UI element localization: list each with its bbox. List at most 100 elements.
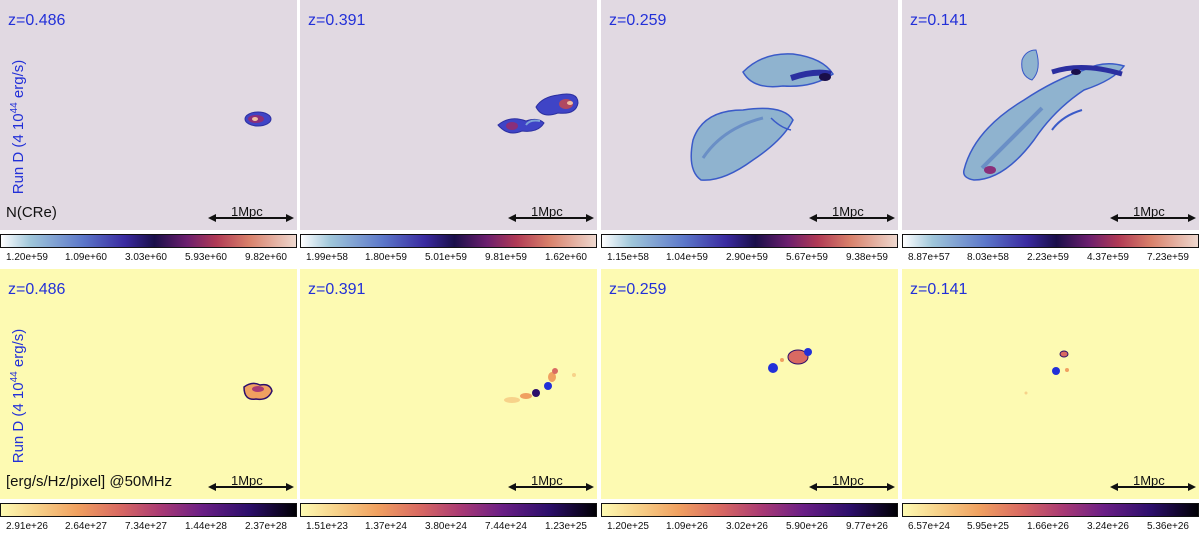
- colorbar-tick: 2.37e+28: [245, 521, 287, 532]
- colorbar-ticks: 6.57e+24 5.95e+25 1.66e+26 3.24e+26 5.36…: [902, 521, 1199, 535]
- colorbar-tick: 1.20e+59: [6, 252, 48, 263]
- cre-panel-3: z=0.259 1Mpc: [601, 0, 898, 230]
- run-label: Run D (4 1044 erg/s): [9, 328, 27, 464]
- colorbar-tick: 1.04e+59: [666, 252, 708, 263]
- colorbar-tick: 1.44e+28: [185, 521, 227, 532]
- quantity-label: N(CRe): [6, 204, 57, 221]
- colorbar-tick: 8.03e+58: [967, 252, 1009, 263]
- colorbar-tick: 1.37e+24: [365, 521, 407, 532]
- colorbar-tick: 5.90e+26: [786, 521, 828, 532]
- redshift-label: z=0.486: [8, 12, 66, 29]
- colorbar-tick: 3.03e+60: [125, 252, 167, 263]
- redshift-label: z=0.486: [8, 281, 66, 298]
- redshift-label: z=0.141: [910, 12, 968, 29]
- colorbar-tick: 3.24e+26: [1087, 521, 1129, 532]
- cre-map-4: [962, 49, 1126, 181]
- radio-panel-4: z=0.141 1Mpc: [902, 269, 1199, 499]
- colorbar-tick: 9.77e+26: [846, 521, 888, 532]
- scale-bar-label: 1Mpc: [832, 204, 864, 219]
- radio-panel-1: z=0.486 Run D (4 1044 erg/s) [erg/s/Hz/p…: [0, 269, 297, 499]
- radio-panel-3: z=0.259 1Mpc: [601, 269, 898, 499]
- colorbar-tick: 4.37e+59: [1087, 252, 1129, 263]
- colorbar-tick: 1.80e+59: [365, 252, 407, 263]
- colorbar-tick: 9.81e+59: [485, 252, 527, 263]
- colorbar: [300, 234, 597, 248]
- scale-bar-label: 1Mpc: [231, 204, 263, 219]
- redshift-label: z=0.391: [308, 281, 366, 298]
- colorbar: [0, 503, 297, 517]
- colorbar-tick: 3.80e+24: [425, 521, 467, 532]
- scale-bar-label: 1Mpc: [1133, 204, 1165, 219]
- colorbar: [902, 234, 1199, 248]
- radio-panel-2: z=0.391 1Mpc: [300, 269, 597, 499]
- colorbar: [601, 234, 898, 248]
- scale-bar: 1Mpc: [1110, 473, 1196, 493]
- cre-map-1: [244, 111, 272, 127]
- scale-arrow-icon: [809, 483, 895, 491]
- redshift-label: z=0.391: [308, 12, 366, 29]
- run-label: Run D (4 1044 erg/s): [9, 59, 27, 195]
- scale-bar: 1Mpc: [508, 204, 594, 224]
- colorbar-tick: 9.82e+60: [245, 252, 287, 263]
- colorbar-tick: 9.38e+59: [846, 252, 888, 263]
- colorbar-tick: 2.91e+26: [6, 521, 48, 532]
- colorbar-ticks: 1.20e+59 1.09e+60 3.03e+60 5.93e+60 9.82…: [0, 252, 297, 266]
- scale-arrow-icon: [508, 483, 594, 491]
- scale-bar: 1Mpc: [508, 473, 594, 493]
- cre-map-3: [690, 53, 835, 181]
- colorbar-tick: 6.57e+24: [908, 521, 950, 532]
- scale-arrow-icon: [1110, 483, 1196, 491]
- colorbar-ticks: 1.15e+58 1.04e+59 2.90e+59 5.67e+59 9.38…: [601, 252, 898, 266]
- colorbar: [601, 503, 898, 517]
- scale-arrow-icon: [508, 214, 594, 222]
- redshift-label: z=0.259: [609, 12, 667, 29]
- radio-map-1: [243, 382, 273, 401]
- colorbar-tick: 5.01e+59: [425, 252, 467, 263]
- scale-bar-label: 1Mpc: [832, 473, 864, 488]
- colorbar-ticks: 1.20e+25 1.09e+26 3.02e+26 5.90e+26 9.77…: [601, 521, 898, 535]
- scale-bar-label: 1Mpc: [531, 473, 563, 488]
- colorbar-tick: 1.51e+23: [306, 521, 348, 532]
- colorbar-tick: 5.95e+25: [967, 521, 1009, 532]
- colorbar-tick: 7.23e+59: [1147, 252, 1189, 263]
- cre-panel-2: z=0.391 1Mpc: [300, 0, 597, 230]
- colorbar-tick: 1.99e+58: [306, 252, 348, 263]
- colorbar-tick: 2.23e+59: [1027, 252, 1069, 263]
- scale-arrow-icon: [809, 214, 895, 222]
- colorbar: [300, 503, 597, 517]
- colorbar-tick: 7.44e+24: [485, 521, 527, 532]
- colorbar-tick: 2.90e+59: [726, 252, 768, 263]
- colorbar-tick: 7.34e+27: [125, 521, 167, 532]
- colorbar-ticks: 8.87e+57 8.03e+58 2.23e+59 4.37e+59 7.23…: [902, 252, 1199, 266]
- colorbar-tick: 1.09e+60: [65, 252, 107, 263]
- colorbar-tick: 3.02e+26: [726, 521, 768, 532]
- cre-panel-4: z=0.141 1Mpc: [902, 0, 1199, 230]
- cre-map-2: [497, 93, 579, 134]
- scale-bar-label: 1Mpc: [231, 473, 263, 488]
- scale-arrow-icon: [1110, 214, 1196, 222]
- scale-bar: 1Mpc: [208, 473, 294, 493]
- redshift-label: z=0.259: [609, 281, 667, 298]
- colorbar-tick: 1.15e+58: [607, 252, 649, 263]
- colorbar-ticks: 1.51e+23 1.37e+24 3.80e+24 7.44e+24 1.23…: [300, 521, 597, 535]
- colorbar: [902, 503, 1199, 517]
- scale-bar-label: 1Mpc: [531, 204, 563, 219]
- scale-arrow-icon: [208, 483, 294, 491]
- colorbar-tick: 5.67e+59: [786, 252, 828, 263]
- colorbar-tick: 5.93e+60: [185, 252, 227, 263]
- colorbar-ticks: 1.99e+58 1.80e+59 5.01e+59 9.81e+59 1.62…: [300, 252, 597, 266]
- colorbar-tick: 1.66e+26: [1027, 521, 1069, 532]
- colorbar-tick: 1.23e+25: [545, 521, 587, 532]
- redshift-label: z=0.141: [910, 281, 968, 298]
- scale-bar: 1Mpc: [1110, 204, 1196, 224]
- radio-map-2: [504, 368, 576, 403]
- colorbar-tick: 8.87e+57: [908, 252, 950, 263]
- colorbar-tick: 5.36e+26: [1147, 521, 1189, 532]
- radio-map-3: [768, 348, 812, 373]
- colorbar-tick: 1.09e+26: [666, 521, 708, 532]
- colorbar-tick: 1.62e+60: [545, 252, 587, 263]
- cre-panel-1: z=0.486 Run D (4 1044 erg/s) N(CRe) 1Mpc: [0, 0, 297, 230]
- colorbar-tick: 2.64e+27: [65, 521, 107, 532]
- radio-map-4: [1024, 350, 1069, 395]
- colorbar: [0, 234, 297, 248]
